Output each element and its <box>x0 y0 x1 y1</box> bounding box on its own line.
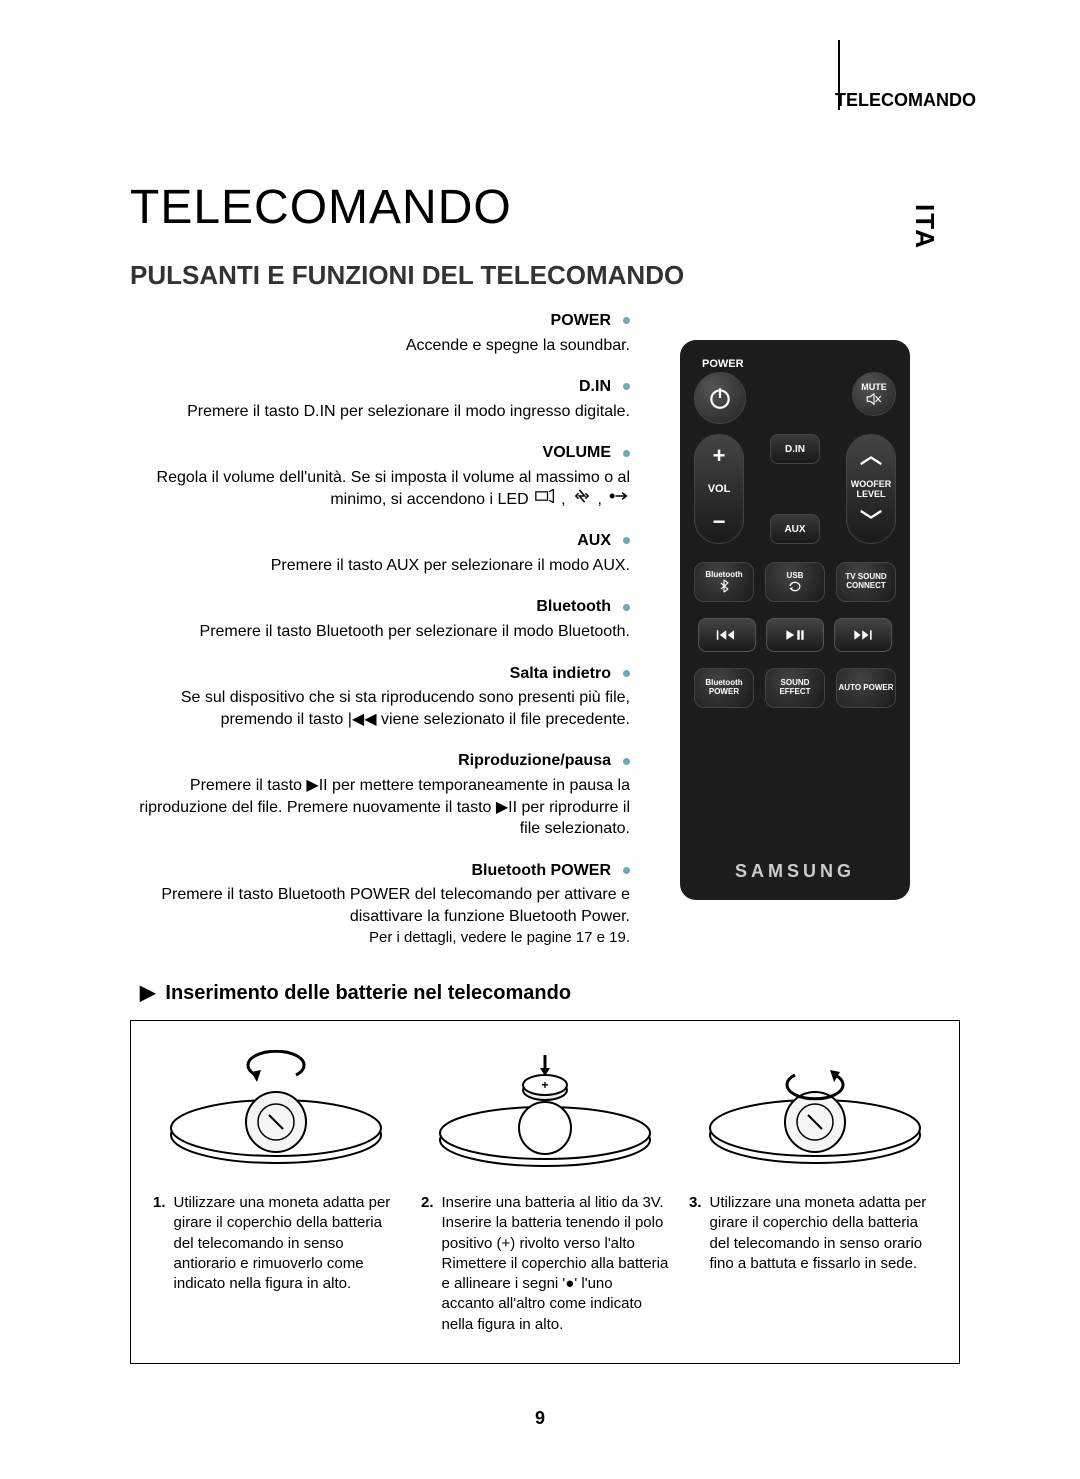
desc-power: POWER Accende e spegne la soundbar. <box>130 310 630 356</box>
auto-power-button: AUTO POWER <box>836 668 896 708</box>
battery-step-2: 2. Inserire una batteria al litio da 3V.… <box>421 1193 669 1335</box>
svg-text:+: + <box>541 1078 548 1092</box>
language-tab: ITA <box>909 204 940 250</box>
chevron-down-icon: ﹀ <box>860 511 882 533</box>
desc-text: Accende e spegne la soundbar. <box>130 335 630 357</box>
desc-din: D.IN Premere il tasto D.IN per seleziona… <box>130 376 630 422</box>
leader-dot-icon <box>623 317 630 324</box>
battery-step-3: 3. Utilizzare una moneta adatta per gira… <box>689 1193 937 1335</box>
leader-dot-icon <box>623 383 630 390</box>
desc-text: Premere il tasto Bluetooth POWER del tel… <box>130 884 630 927</box>
desc-volume: VOLUME Regola il volume dell'unità. Se s… <box>130 442 630 510</box>
desc-heading: D.IN <box>579 378 611 395</box>
page-subtitle: PULSANTI E FUNZIONI DEL TELECOMANDO <box>130 260 684 291</box>
step-text: Utilizzare una moneta adatta per girare … <box>710 1193 937 1335</box>
arrow-right-icon: ▶ <box>140 980 155 1005</box>
bluetooth-icon <box>719 579 729 593</box>
tv-sound-connect-button: TV SOUND CONNECT <box>836 562 896 602</box>
volume-down-icon: − <box>713 511 726 533</box>
page-number: 9 <box>535 1408 545 1429</box>
desc-text: Premere il tasto Bluetooth per seleziona… <box>130 621 630 643</box>
chevron-up-icon: ︿ <box>860 445 882 467</box>
step-number: 2. <box>421 1193 434 1335</box>
desc-heading: Salta indietro <box>510 665 611 682</box>
bt-power-button: Bluetooth POWER <box>694 668 754 708</box>
desc-skip-back: Salta indietro Se sul dispositivo che si… <box>130 663 630 731</box>
play-pause-icon <box>784 628 806 642</box>
remote-power-label: POWER <box>702 358 744 370</box>
desc-heading: VOLUME <box>543 444 611 461</box>
repeat-icon <box>788 580 802 592</box>
mute-button: MUTE <box>852 372 896 416</box>
volume-rocker: + VOL − <box>694 434 744 544</box>
skip-back-icon <box>716 628 738 642</box>
power-button <box>694 372 746 424</box>
leader-dot-icon <box>623 537 630 544</box>
leader-dot-icon <box>623 758 630 765</box>
skip-back-button <box>698 618 756 652</box>
volume-label: VOL <box>708 483 731 495</box>
play-pause-button <box>766 618 824 652</box>
step-text: Inserire una batteria al litio da 3V. In… <box>442 1193 669 1335</box>
desc-text: Premere il tasto D.IN per selezionare il… <box>130 401 630 423</box>
step-text: Utilizzare una moneta adatta per girare … <box>174 1193 401 1335</box>
desc-heading: AUX <box>577 532 611 549</box>
desc-heading: Bluetooth <box>536 598 611 615</box>
leader-dot-icon <box>623 604 630 611</box>
mute-label: MUTE <box>861 383 887 393</box>
page-title: TELECOMANDO <box>130 180 512 235</box>
battery-figure-2: + <box>423 1045 668 1175</box>
leader-dot-icon <box>623 670 630 677</box>
remote-illustration: POWER MUTE + VOL − D.IN AUX <box>680 340 910 900</box>
step-number: 1. <box>153 1193 166 1335</box>
usb-label: USB <box>787 572 804 581</box>
samsung-logo: SAMSUNG <box>735 861 855 882</box>
woofer-rocker: ︿ WOOFER LEVEL ﹀ <box>846 434 896 544</box>
din-button: D.IN <box>770 434 820 464</box>
power-icon <box>707 385 733 411</box>
battery-title-text: Inserimento delle batterie nel telecoman… <box>165 982 571 1004</box>
led-icons: , , <box>535 489 628 511</box>
usb-button: USB <box>765 562 825 602</box>
desc-text: Premere il tasto ▶II per mettere tempora… <box>130 775 630 840</box>
sound-effect-button: SOUND EFFECT <box>765 668 825 708</box>
battery-section-title: ▶ Inserimento delle batterie nel telecoma… <box>140 980 571 1005</box>
step-number: 3. <box>689 1193 702 1335</box>
woofer-label: WOOFER LEVEL <box>847 479 895 499</box>
desc-heading: Bluetooth POWER <box>471 862 611 879</box>
skip-forward-icon <box>852 628 874 642</box>
header-section-label: TELECOMANDO <box>835 90 976 111</box>
desc-extra: Per i dettagli, vedere le pagine 17 e 19… <box>130 928 630 948</box>
bt-label: Bluetooth <box>705 571 742 580</box>
mute-icon <box>866 393 882 405</box>
leader-dot-icon <box>623 867 630 874</box>
desc-bluetooth: Bluetooth Premere il tasto Bluetooth per… <box>130 596 630 642</box>
bluetooth-button: Bluetooth <box>694 562 754 602</box>
desc-play-pause: Riproduzione/pausa Premere il tasto ▶II … <box>130 750 630 839</box>
volume-up-icon: + <box>713 445 726 467</box>
battery-step-1: 1. Utilizzare una moneta adatta per gira… <box>153 1193 401 1335</box>
desc-text: Premere il tasto AUX per selezionare il … <box>130 555 630 577</box>
desc-aux: AUX Premere il tasto AUX per selezionare… <box>130 530 630 576</box>
desc-text: Se sul dispositivo che si sta riproducen… <box>130 687 630 730</box>
leader-dot-icon <box>623 450 630 457</box>
manual-page: TELECOMANDO ITA TELECOMANDO PULSANTI E F… <box>0 0 1080 1479</box>
battery-figure-1 <box>153 1045 398 1175</box>
skip-forward-button <box>834 618 892 652</box>
battery-instructions-box: + 1. Utilizzare una <box>130 1020 960 1364</box>
desc-heading: Riproduzione/pausa <box>458 752 611 769</box>
button-descriptions: POWER Accende e spegne la soundbar. D.IN… <box>130 310 630 968</box>
desc-bt-power: Bluetooth POWER Premere il tasto Bluetoo… <box>130 860 630 948</box>
battery-figure-3 <box>692 1045 937 1175</box>
desc-heading: POWER <box>551 312 611 329</box>
aux-button: AUX <box>770 514 820 544</box>
